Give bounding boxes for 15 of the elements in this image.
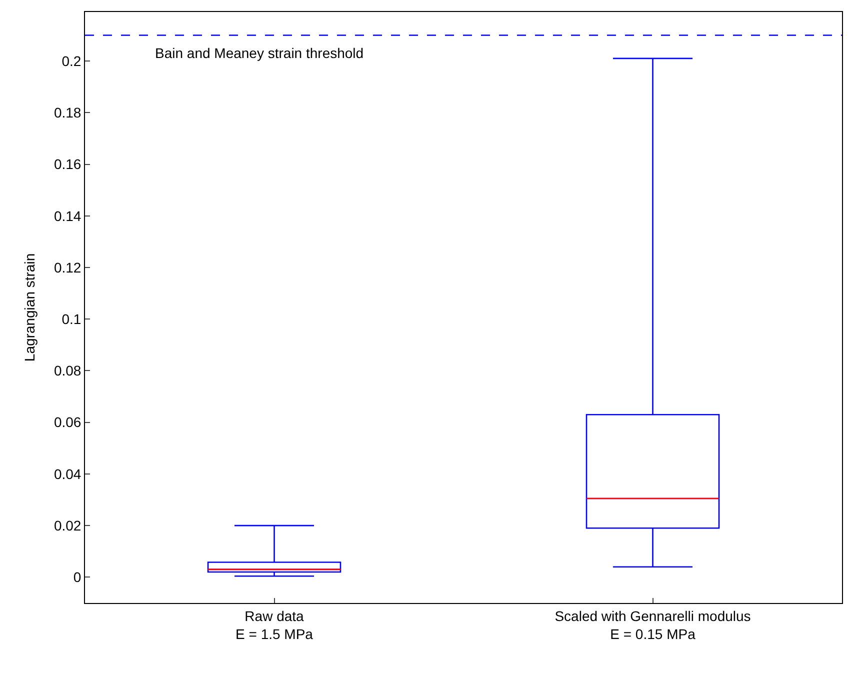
- y-tick-label: 0.2: [62, 52, 82, 69]
- y-tick-label: 0.16: [54, 156, 82, 172]
- y-tick-label: 0.04: [54, 466, 82, 482]
- y-tick-label: 0: [73, 569, 82, 586]
- x-tick-label: Raw data E = 1.5 MPa: [236, 608, 314, 642]
- x-tick-label: Scaled with Gennarelli modulus E = 0.15 MPa: [554, 608, 751, 642]
- y-tick-label: 0.02: [54, 517, 82, 534]
- y-tick-label: 0.06: [54, 414, 82, 430]
- y-axis-title: Lagrangian strain: [22, 253, 38, 362]
- y-tick-label: 0.1: [62, 311, 82, 328]
- y-tick-label: 0.12: [54, 259, 82, 276]
- y-tick-label: 0.18: [54, 104, 82, 121]
- ref-line-label: Bain and Meaney strain threshold: [155, 45, 364, 61]
- y-tick-label: 0.14: [54, 208, 82, 224]
- y-tick-label: 0.08: [54, 362, 82, 379]
